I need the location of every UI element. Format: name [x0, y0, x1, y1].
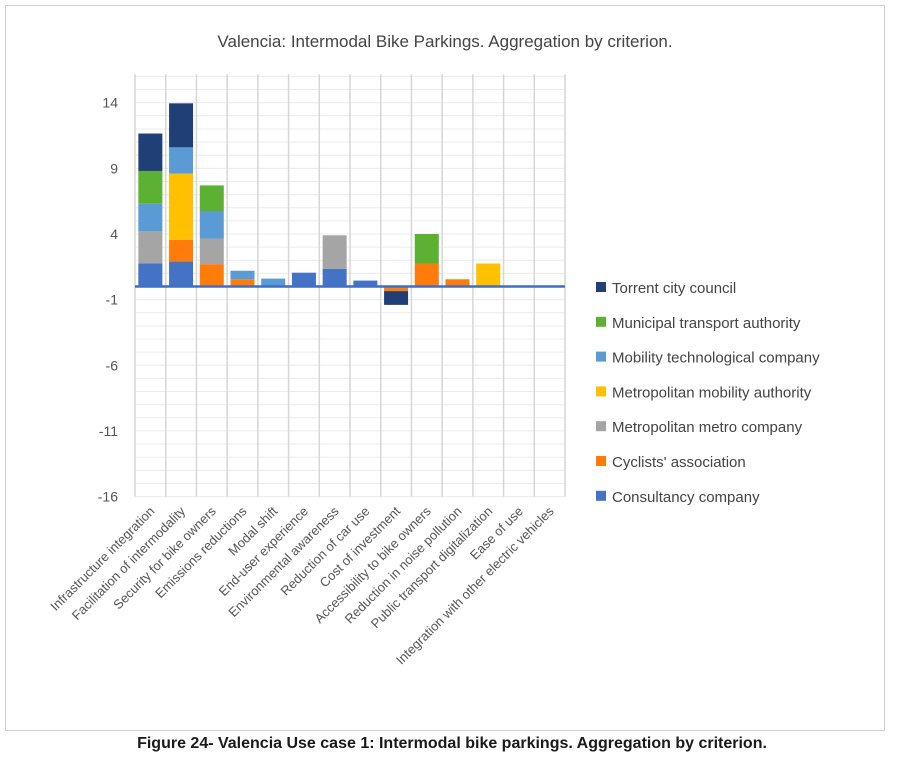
bar-segment [138, 263, 163, 287]
bar-segment [138, 133, 163, 171]
legend-swatch [596, 490, 606, 501]
legend-swatch [596, 282, 606, 292]
bar-segment [199, 264, 224, 287]
bar-segment [384, 291, 409, 305]
y-tick-label: -16 [98, 489, 118, 505]
bar-segment [199, 238, 224, 265]
figure-frame [5, 5, 885, 731]
bar-segment [169, 147, 194, 174]
bar-segment [169, 261, 194, 287]
legend-swatch [596, 386, 606, 397]
y-tick-label: -11 [99, 423, 118, 439]
legend-swatch [596, 316, 606, 327]
y-tick-label: 4 [110, 226, 118, 242]
bar-segment [169, 103, 194, 148]
legend-label: Torrent city council [612, 280, 736, 297]
y-tick-label: 14 [102, 95, 118, 111]
y-tick-label: 9 [110, 160, 118, 176]
bar-segment [261, 278, 286, 287]
y-tick-label: -6 [106, 357, 119, 373]
bar-segment [138, 231, 163, 264]
bar-segment [138, 170, 163, 204]
figure-caption: Figure 24- Valencia Use case 1: Intermod… [137, 735, 767, 752]
bar-segment [384, 286, 409, 292]
bar-segment [230, 270, 255, 280]
bar-segment [138, 203, 163, 232]
legend-label: Mobility technological company [612, 350, 820, 367]
legend-label: Cyclists' association [612, 454, 746, 471]
y-tick-label: -1 [106, 292, 119, 308]
legend-swatch [596, 456, 606, 466]
bar-segment [353, 280, 378, 287]
chart-title: Valencia: Intermodal Bike Parkings. Aggr… [217, 32, 672, 51]
bar-segment [169, 173, 194, 240]
bar-segment [230, 279, 255, 287]
bar-segment [322, 235, 347, 269]
legend-label: Consultancy company [612, 489, 760, 506]
legend-label: Metropolitan metro company [612, 419, 803, 436]
bar-segment [169, 239, 194, 262]
bar-segment [199, 211, 224, 239]
bar-segment [476, 263, 501, 287]
bar-segment [445, 279, 470, 287]
legend-swatch [596, 351, 606, 362]
legend-swatch [596, 421, 606, 432]
legend-label: Municipal transport authority [612, 315, 801, 332]
bar-segment [291, 272, 316, 287]
bar-segment [414, 263, 439, 287]
legend-label: Metropolitan mobility authority [612, 384, 812, 401]
bar-segment [199, 185, 224, 212]
bar-segment [414, 233, 439, 264]
bar-segment [322, 268, 347, 287]
